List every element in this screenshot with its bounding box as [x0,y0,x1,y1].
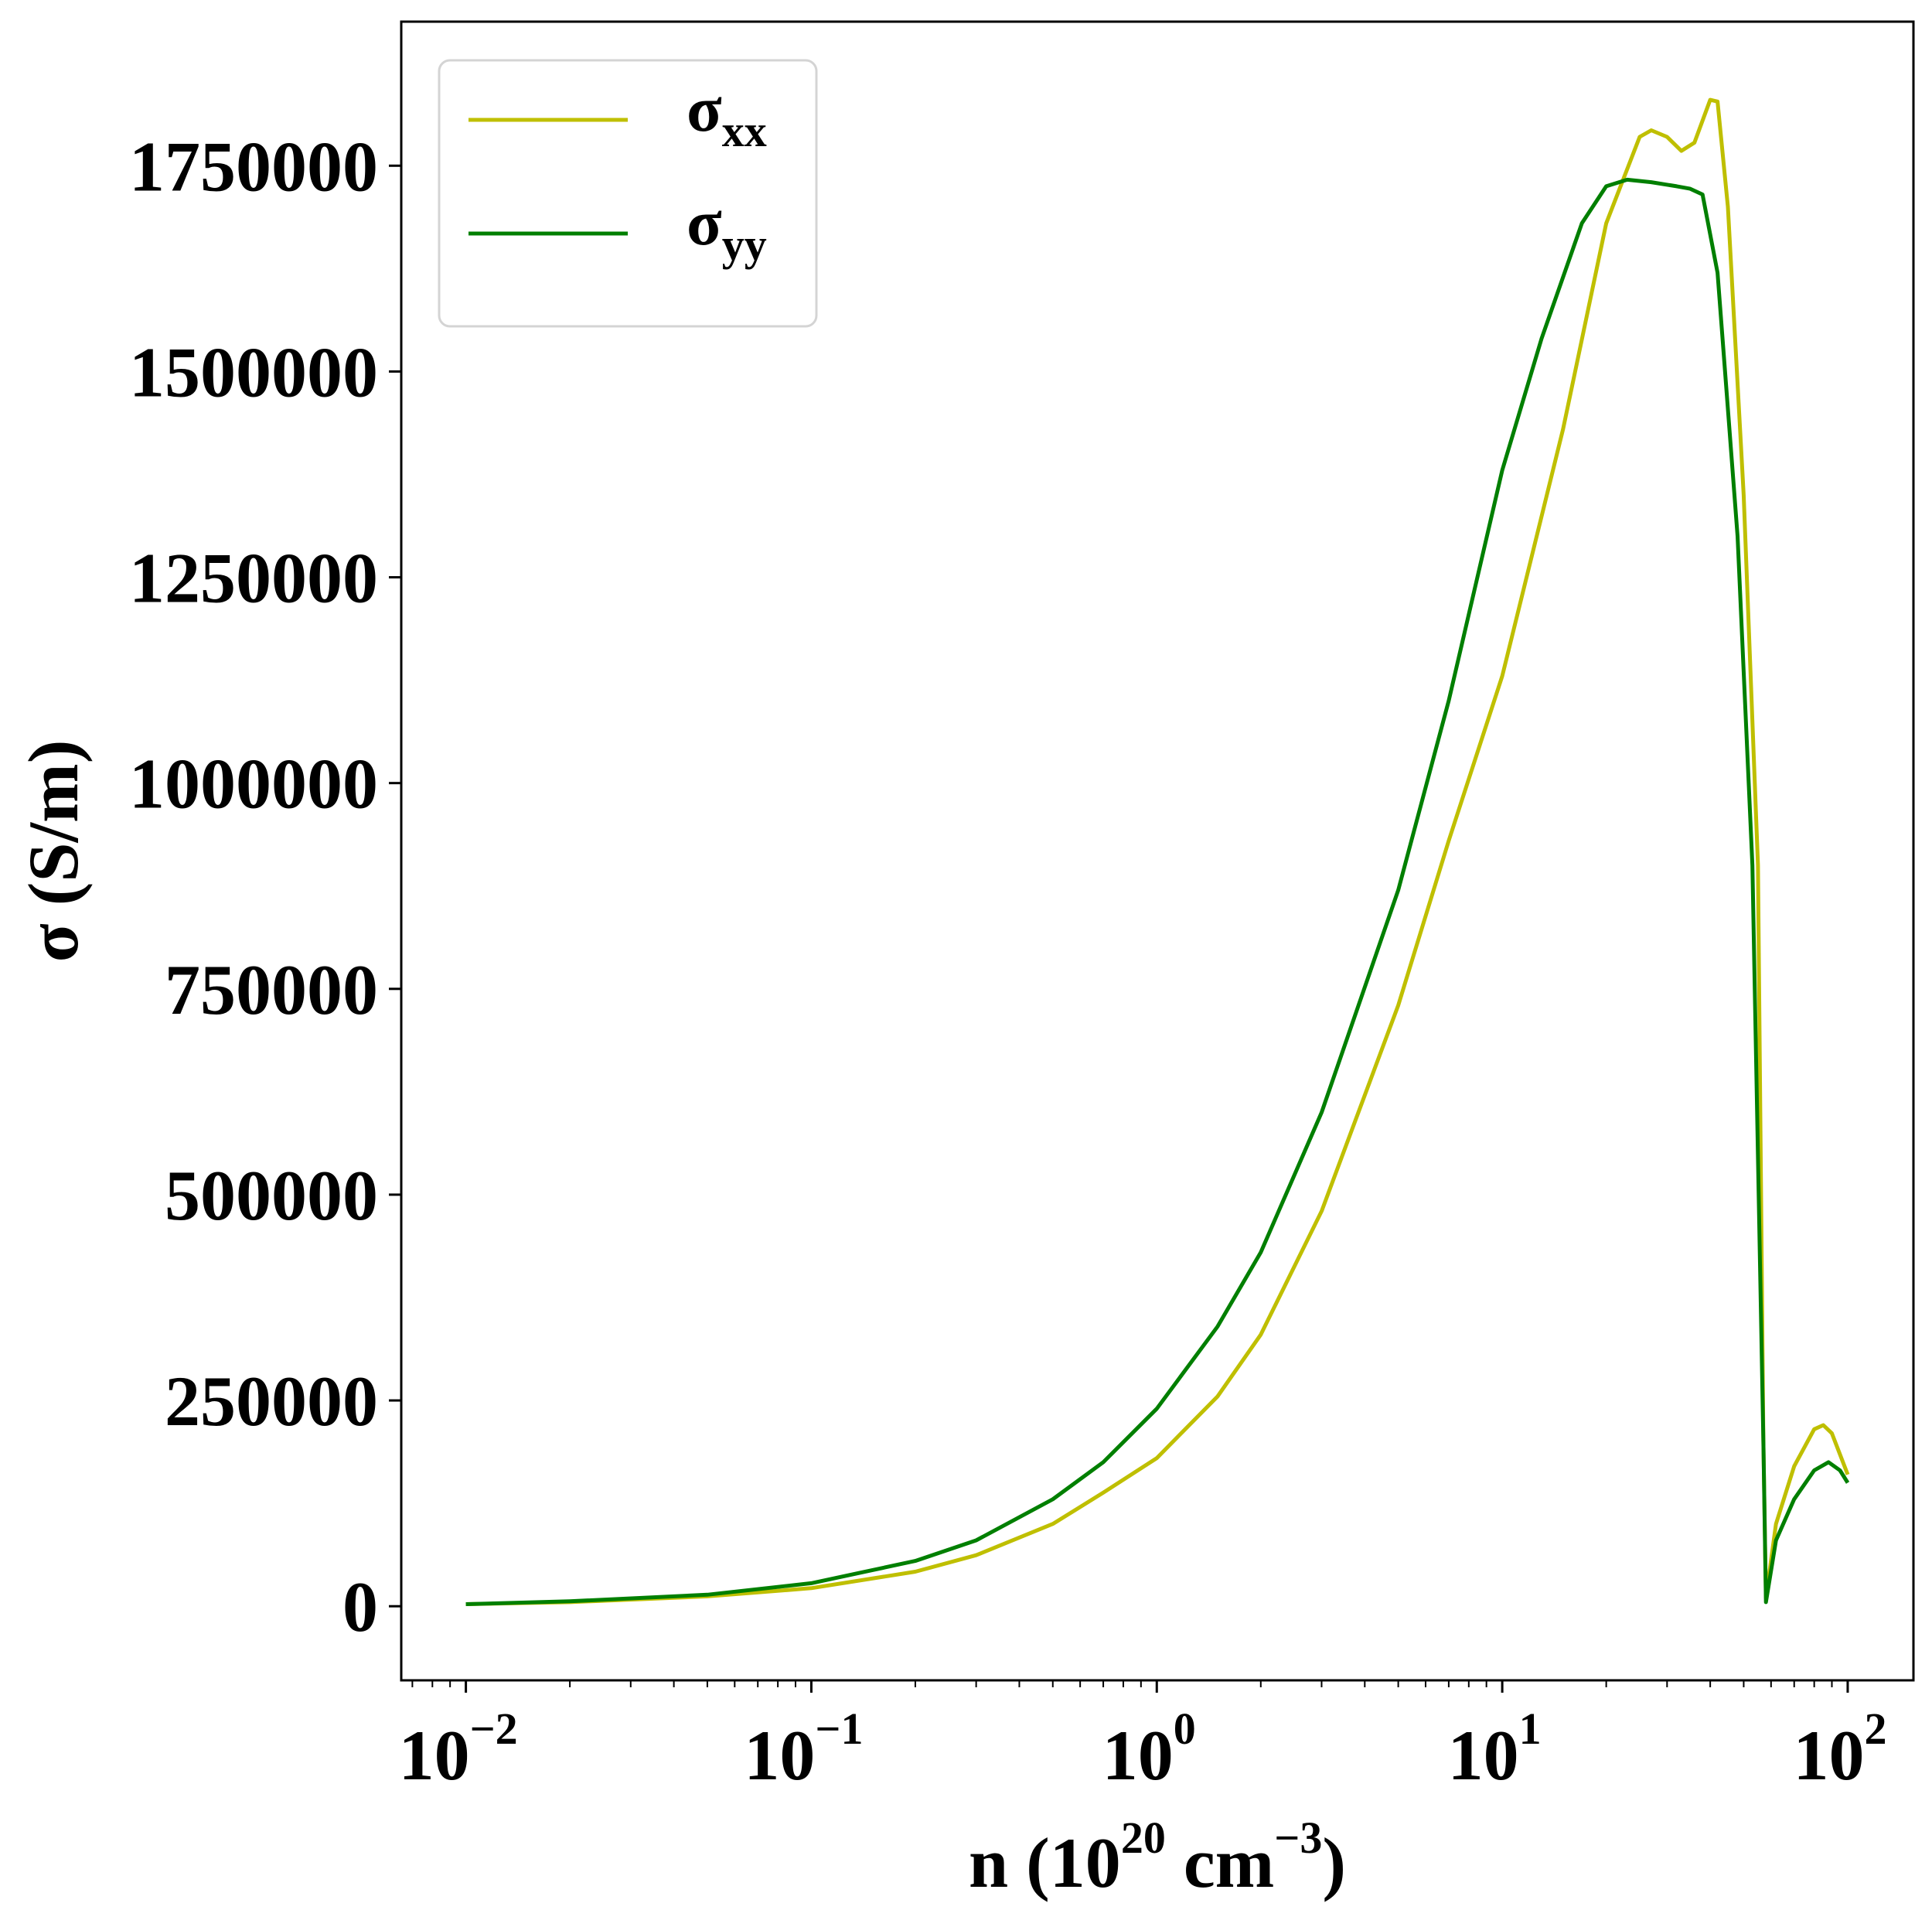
y-tick-label: 1000000 [129,745,378,824]
legend-label-sigma-xx: σxx [687,73,767,156]
x-axis: 10−2 10−1 100 101 102 [399,1680,1886,1795]
x-axis-label: n (1020 cm−3) [969,1813,1346,1902]
y-tick-label: 1750000 [129,127,378,206]
y-tick-label: 250000 [165,1362,378,1441]
x-tick-label: 102 [1793,1704,1886,1795]
plot-lines [465,97,1850,1606]
y-axis: 0 250000 500000 750000 1000000 1250000 1500000… [129,127,401,1646]
y-tick-label: 1250000 [129,539,378,618]
legend-box [438,59,818,328]
x-tick-label: 10−1 [744,1704,863,1795]
y-tick-label: 750000 [165,950,378,1029]
legend-label-sigma-yy: σyy [687,187,767,270]
x-tick-label: 10−2 [399,1704,518,1795]
y-tick-label: 0 [342,1567,378,1646]
y-tick-label: 1500000 [129,333,378,411]
y-tick-label: 500000 [165,1156,378,1235]
x-tick-label: 100 [1102,1704,1196,1795]
series-line-sigma-yy [465,177,1850,1606]
x-tick-label: 101 [1448,1704,1542,1795]
y-axis-label: σ (S/m) [14,740,93,963]
legend: σxx σyy [438,59,818,328]
